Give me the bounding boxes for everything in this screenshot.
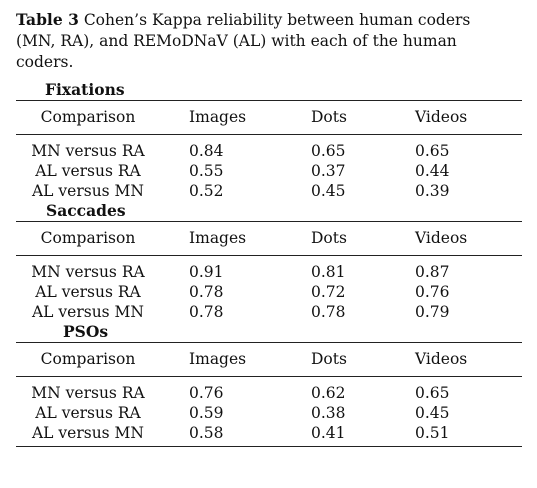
images-cell: 0.78 (189, 283, 224, 301)
videos-cell: 0.44 (415, 162, 450, 180)
dots-cell: 0.81 (311, 263, 346, 281)
comparison-cell: AL versus MN (31, 424, 144, 442)
dots-cell: 0.72 (311, 283, 346, 301)
table-row: AL versus MN 0.58 0.41 0.51 (16, 423, 522, 443)
videos-cell: 0.39 (415, 182, 450, 200)
dots-cell: 0.62 (311, 384, 346, 402)
videos-cell: 0.76 (415, 283, 450, 301)
images-cell: 0.59 (189, 404, 224, 422)
column-header: Comparison (40, 108, 136, 126)
comparison-cell: MN versus RA (31, 142, 145, 160)
caption-text: Cohen’s Kappa reliability between human … (16, 11, 471, 71)
column-header: Dots (311, 229, 347, 247)
comparison-cell: AL versus MN (31, 182, 144, 200)
table-row: AL versus MN 0.78 0.78 0.79 (16, 302, 522, 322)
bottom-rule (16, 446, 522, 447)
dots-cell: 0.37 (311, 162, 346, 180)
table-row: AL versus MN 0.52 0.45 0.39 (16, 181, 522, 201)
table-row: AL versus RA 0.59 0.38 0.45 (16, 403, 522, 423)
top-rule (16, 342, 522, 343)
videos-cell: 0.45 (415, 404, 450, 422)
comparison-cell: MN versus RA (31, 263, 145, 281)
mid-rule (16, 376, 522, 377)
column-header: Dots (311, 108, 347, 126)
column-header: Comparison (40, 350, 136, 368)
images-cell: 0.91 (189, 263, 224, 281)
reliability-table: Fixations Comparison Images Dots Videos … (16, 80, 522, 447)
column-header: Images (189, 350, 247, 368)
videos-cell: 0.79 (415, 303, 450, 321)
column-header-row: Comparison Images Dots Videos (16, 222, 522, 255)
comparison-cell: AL versus RA (35, 283, 141, 301)
comparison-cell: MN versus RA (31, 384, 145, 402)
column-header: Comparison (40, 229, 136, 247)
comparison-cell: AL versus MN (31, 303, 144, 321)
column-header: Dots (311, 350, 347, 368)
column-header: Videos (415, 229, 468, 247)
dots-cell: 0.78 (311, 303, 346, 321)
images-cell: 0.78 (189, 303, 224, 321)
column-header: Videos (415, 108, 468, 126)
dots-cell: 0.45 (311, 182, 346, 200)
comparison-cell: AL versus RA (35, 404, 141, 422)
table-row: MN versus RA 0.91 0.81 0.87 (16, 262, 522, 282)
section-title: Saccades (46, 201, 126, 220)
column-header-row: Comparison Images Dots Videos (16, 101, 522, 134)
section-psos: PSOs Comparison Images Dots Videos MN ve… (16, 322, 522, 447)
section-title: PSOs (63, 322, 109, 341)
images-cell: 0.58 (189, 424, 224, 442)
videos-cell: 0.51 (415, 424, 450, 442)
videos-cell: 0.65 (415, 142, 450, 160)
column-header: Videos (415, 350, 468, 368)
top-rule (16, 221, 522, 222)
table-row: MN versus RA 0.76 0.62 0.65 (16, 383, 522, 403)
videos-cell: 0.65 (415, 384, 450, 402)
top-rule (16, 100, 522, 101)
section-saccades: Saccades Comparison Images Dots Videos M… (16, 201, 522, 322)
videos-cell: 0.87 (415, 263, 450, 281)
comparison-cell: AL versus RA (35, 162, 141, 180)
column-header: Images (189, 108, 247, 126)
table-row: AL versus RA 0.78 0.72 0.76 (16, 282, 522, 302)
table-row: MN versus RA 0.84 0.65 0.65 (16, 141, 522, 161)
caption-label: Table 3 (16, 10, 79, 29)
dots-cell: 0.38 (311, 404, 346, 422)
table-caption: Table 3 Cohen’s Kappa reliability betwee… (16, 9, 508, 73)
images-cell: 0.52 (189, 182, 224, 200)
table-row: AL versus RA 0.55 0.37 0.44 (16, 161, 522, 181)
column-header: Images (189, 229, 247, 247)
column-header-row: Comparison Images Dots Videos (16, 343, 522, 376)
images-cell: 0.55 (189, 162, 224, 180)
section-title: Fixations (45, 80, 125, 99)
dots-cell: 0.41 (311, 424, 346, 442)
mid-rule (16, 255, 522, 256)
images-cell: 0.84 (189, 142, 224, 160)
section-fixations: Fixations Comparison Images Dots Videos … (16, 80, 522, 201)
mid-rule (16, 134, 522, 135)
images-cell: 0.76 (189, 384, 224, 402)
dots-cell: 0.65 (311, 142, 346, 160)
